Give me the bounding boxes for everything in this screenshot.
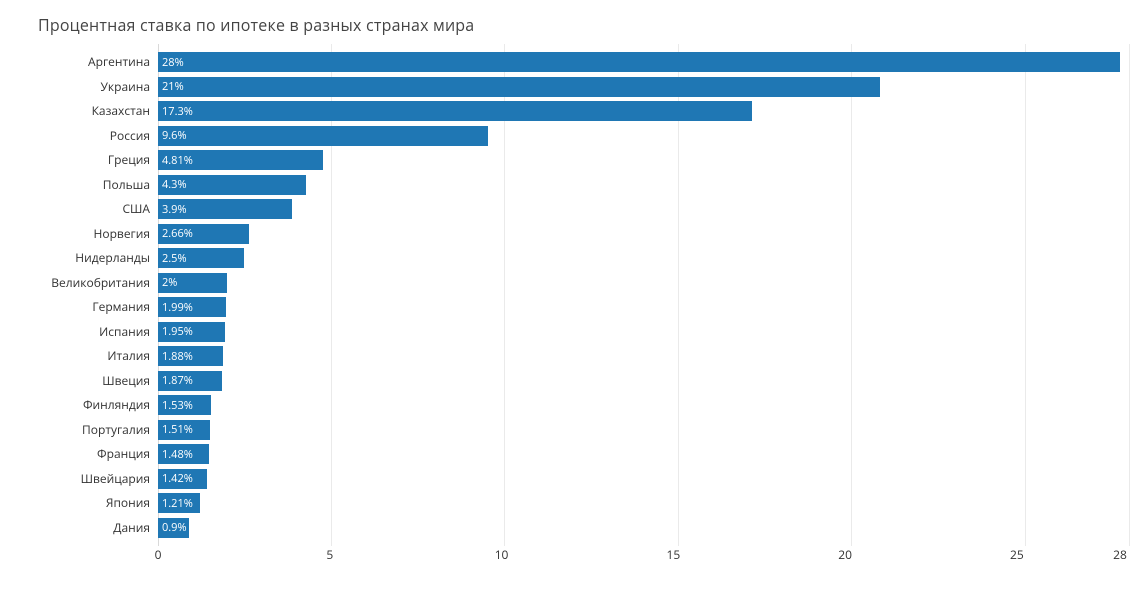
mortgage-rate-chart: Процентная ставка по ипотеке в разных ст… xyxy=(0,0,1140,600)
bar: 1.48% xyxy=(158,444,209,464)
bar: 0.9% xyxy=(158,518,189,538)
bar: 17.3% xyxy=(158,101,752,121)
bar-value-label: 1.99% xyxy=(158,300,193,315)
x-tick-label: 5 xyxy=(326,546,333,563)
bar-value-label: 1.53% xyxy=(158,398,193,413)
country-label: Украина xyxy=(100,81,158,93)
bar-value-label: 1.48% xyxy=(158,447,193,462)
bar: 1.99% xyxy=(158,297,226,317)
bar-row: Италия1.88% xyxy=(158,344,1120,369)
country-label: Франция xyxy=(97,448,158,460)
bar: 28% xyxy=(158,52,1120,72)
bar-value-label: 28% xyxy=(158,55,184,70)
bar-row: Норвегия2.66% xyxy=(158,222,1120,247)
country-label: Греция xyxy=(108,154,158,166)
country-label: Великобритания xyxy=(51,277,158,289)
bar: 4.81% xyxy=(158,150,323,170)
country-label: Швеция xyxy=(102,375,158,387)
bar: 2.66% xyxy=(158,224,249,244)
gridline xyxy=(1129,44,1130,546)
bar-value-label: 2% xyxy=(158,275,177,290)
country-label: Португалия xyxy=(82,424,158,436)
bar-value-label: 1.51% xyxy=(158,422,193,437)
bars-container: Аргентина28%Украина21%Казахстан17.3%Росс… xyxy=(158,44,1120,546)
bar-row: Швейцария1.42% xyxy=(158,467,1120,492)
bar-value-label: 1.42% xyxy=(158,471,193,486)
bar-value-label: 2.5% xyxy=(158,251,187,266)
bar-value-label: 1.21% xyxy=(158,496,193,511)
country-label: Испания xyxy=(99,326,158,338)
country-label: Казахстан xyxy=(92,105,158,117)
bar-row: Нидерланды2.5% xyxy=(158,246,1120,271)
bar-value-label: 3.9% xyxy=(158,202,187,217)
x-tick-label: 0 xyxy=(155,546,162,563)
chart-title: Процентная ставка по ипотеке в разных ст… xyxy=(10,14,1130,44)
country-label: Польша xyxy=(103,179,158,191)
bar-value-label: 1.95% xyxy=(158,324,193,339)
bar-value-label: 2.66% xyxy=(158,226,193,241)
bar-value-label: 1.87% xyxy=(158,373,193,388)
plot-area: Аргентина28%Украина21%Казахстан17.3%Росс… xyxy=(158,44,1130,564)
country-label: Япония xyxy=(106,497,158,509)
country-label: Италия xyxy=(107,350,158,362)
x-axis-ticks: 051015202528 xyxy=(158,546,1120,564)
bar-row: Швеция1.87% xyxy=(158,369,1120,394)
country-label: Норвегия xyxy=(94,228,158,240)
bar-value-label: 9.6% xyxy=(158,128,187,143)
bar: 21% xyxy=(158,77,880,97)
x-tick-label: 10 xyxy=(495,546,509,563)
bar-value-label: 21% xyxy=(158,79,184,94)
bar-row: Португалия1.51% xyxy=(158,418,1120,443)
bar: 1.51% xyxy=(158,420,210,440)
bar: 1.87% xyxy=(158,371,222,391)
bar-row: Украина21% xyxy=(158,75,1120,100)
country-label: США xyxy=(122,203,158,215)
bar: 3.9% xyxy=(158,199,292,219)
bar: 1.42% xyxy=(158,469,207,489)
country-label: Финляндия xyxy=(83,399,158,411)
bar-row: Великобритания2% xyxy=(158,271,1120,296)
bar: 2.5% xyxy=(158,248,244,268)
bar-row: Аргентина28% xyxy=(158,50,1120,75)
bar-value-label: 4.81% xyxy=(158,153,193,168)
bar-row: Испания1.95% xyxy=(158,320,1120,345)
bar-row: Россия9.6% xyxy=(158,124,1120,149)
bar-row: США3.9% xyxy=(158,197,1120,222)
bar-row: Германия1.99% xyxy=(158,295,1120,320)
x-tick-label: 25 xyxy=(1010,546,1024,563)
bar-value-label: 17.3% xyxy=(158,104,193,119)
bar-row: Финляндия1.53% xyxy=(158,393,1120,418)
x-tick-label: 28 xyxy=(1113,546,1127,563)
bar-value-label: 0.9% xyxy=(158,520,187,535)
x-tick-label: 15 xyxy=(666,546,680,563)
bar-value-label: 4.3% xyxy=(158,177,187,192)
country-label: Аргентина xyxy=(88,56,158,68)
bar: 9.6% xyxy=(158,126,488,146)
bar-row: Франция1.48% xyxy=(158,442,1120,467)
bar: 1.88% xyxy=(158,346,223,366)
bar-row: Япония1.21% xyxy=(158,491,1120,516)
bar: 1.21% xyxy=(158,493,200,513)
bar-row: Греция4.81% xyxy=(158,148,1120,173)
country-label: Россия xyxy=(110,130,158,142)
bar-value-label: 1.88% xyxy=(158,349,193,364)
x-tick-label: 20 xyxy=(838,546,852,563)
bar: 1.53% xyxy=(158,395,211,415)
country-label: Дания xyxy=(113,522,158,534)
bar: 1.95% xyxy=(158,322,225,342)
country-label: Швейцария xyxy=(81,473,158,485)
bar-row: Казахстан17.3% xyxy=(158,99,1120,124)
bar: 4.3% xyxy=(158,175,306,195)
bar-row: Дания0.9% xyxy=(158,516,1120,541)
country-label: Нидерланды xyxy=(75,252,158,264)
bar-row: Польша4.3% xyxy=(158,173,1120,198)
country-label: Германия xyxy=(92,301,158,313)
bar: 2% xyxy=(158,273,227,293)
